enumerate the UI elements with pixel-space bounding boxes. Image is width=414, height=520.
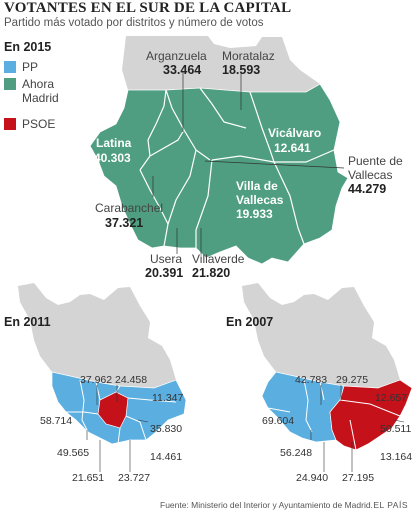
legend-item-ahora-madrid: Ahora Madrid — [4, 77, 74, 105]
label-moratalaz-name: Moratalaz — [222, 49, 275, 63]
map-2015-south-districts — [89, 83, 349, 265]
map-2007-pp-districts — [261, 371, 345, 443]
label-vicalvaro-votes: 12.641 — [274, 141, 311, 155]
chart-subtitle: Partido más votado por distritos y númer… — [4, 17, 264, 29]
label-arganzuela-votes: 33.464 — [163, 63, 201, 77]
legend-label-psoe: PSOE — [22, 117, 56, 131]
map-2007-psoe-districts — [329, 379, 413, 451]
value-2011-6: 14.461 — [150, 451, 182, 463]
legend-item-pp: PP — [4, 60, 38, 74]
map-2011-leader-lines — [86, 385, 149, 472]
map-2007: 42.783 29.275 12.657 69.604 50.511 56.24… — [242, 283, 413, 484]
label-vicalvaro-name: Vicálvaro — [268, 126, 321, 140]
label-puente-de-vallecas-votes: 44.279 — [348, 182, 386, 196]
heading-2007: En 2007 — [226, 315, 274, 329]
map-2015: Arganzuela 33.464 Moratalaz 18.593 Latin… — [89, 36, 403, 280]
value-2007-3: 69.604 — [262, 415, 294, 427]
map-2011: 37.962 24.458 11.347 58.714 35.830 49.56… — [18, 283, 187, 484]
label-usera-name: Usera — [150, 252, 182, 266]
map-2015-district-borders — [139, 87, 335, 248]
label-villa-de-vallecas-votes: 19.933 — [236, 207, 273, 221]
brand-credit: EL PAÍS — [373, 500, 408, 510]
value-2011-3: 58.714 — [40, 415, 72, 427]
source-note: Fuente: Ministerio del Interior y Ayunta… — [160, 500, 373, 510]
value-2007-5: 56.248 — [280, 447, 312, 459]
value-2007-4: 50.511 — [380, 423, 411, 435]
label-arganzuela-name: Arganzuela — [146, 49, 207, 63]
map-2007-north-districts — [242, 283, 400, 388]
map-2015-north-districts — [122, 36, 320, 92]
label-carabanchel-votes: 37.321 — [105, 216, 143, 230]
legend-label-pp: PP — [22, 60, 39, 74]
label-latina-votes: 40.303 — [94, 151, 131, 165]
value-2011-7: 21.651 — [72, 472, 104, 484]
map-2015-leader-lines — [152, 72, 345, 254]
value-2011-5: 49.565 — [57, 447, 89, 459]
heading-2015: En 2015 — [4, 40, 52, 54]
value-2011-2: 11.347 — [152, 392, 183, 404]
value-2007-2: 12.657 — [375, 392, 407, 404]
legend-item-psoe: PSOE — [4, 117, 55, 131]
map-2011-psoe-district — [97, 391, 129, 429]
label-latina-name: Latina — [96, 136, 132, 150]
value-2011-4: 35.830 — [150, 423, 182, 435]
value-2011-8: 23.727 — [118, 472, 150, 484]
value-2007-1: 29.275 — [336, 374, 368, 386]
label-villa-de-vallecas-name: Villa de Vallecas — [236, 179, 284, 207]
value-2007-6: 13.164 — [380, 451, 412, 463]
value-2007-0: 42.783 — [295, 374, 327, 386]
label-puente-de-vallecas-name: Puente de Vallecas — [348, 154, 403, 182]
legend-swatch-psoe — [4, 118, 16, 130]
label-villaverde-votes: 21.820 — [192, 266, 230, 280]
map-2007-leader-lines — [310, 385, 405, 472]
heading-2011: En 2011 — [4, 315, 51, 329]
legend-swatch-pp — [4, 61, 16, 73]
legend-label-ahora-madrid: Ahora Madrid — [22, 77, 59, 105]
map-2007-district-borders — [267, 379, 401, 451]
map-2011-north-districts — [18, 283, 176, 388]
label-carabanchel-name: Carabanchel — [95, 201, 163, 215]
value-2011-0: 37.962 — [80, 374, 112, 386]
value-2007-8: 27.195 — [342, 472, 374, 484]
label-usera-votes: 20.391 — [145, 266, 183, 280]
map-2011-district-borders — [66, 379, 177, 445]
chart-title: VOTANTES EN EL SUR DE LA CAPITAL — [4, 0, 292, 16]
value-2011-1: 24.458 — [115, 374, 147, 386]
value-2007-7: 24.940 — [296, 472, 328, 484]
label-villaverde-name: Villaverde — [192, 252, 245, 266]
label-moratalaz-votes: 18.593 — [222, 63, 260, 77]
legend-swatch-ahora-madrid — [4, 78, 16, 90]
